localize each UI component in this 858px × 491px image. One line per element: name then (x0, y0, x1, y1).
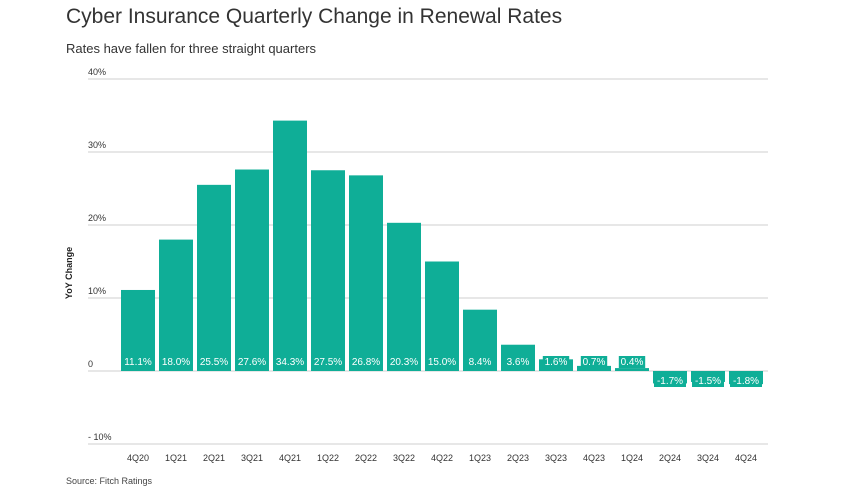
chart-title: Cyber Insurance Quarterly Change in Rene… (66, 5, 563, 28)
data-label: 0.4% (621, 357, 644, 368)
data-label: 18.0% (162, 357, 190, 368)
bar (501, 344, 535, 371)
data-label: 20.3% (390, 357, 418, 368)
data-labels: 11.1% 18.0% 25.5% 27.6% 34.3% 27.5% 26.8% 20.3%… (124, 356, 762, 387)
bar (197, 184, 231, 371)
y-tick-label: 0 (88, 359, 93, 369)
data-label-background (692, 375, 724, 387)
bar (121, 289, 155, 371)
data-label: 26.8% (352, 357, 380, 368)
bar (273, 120, 307, 371)
bar (159, 239, 193, 371)
data-label: -1.5% (695, 376, 721, 387)
data-label: 15.0% (428, 357, 456, 368)
data-label: 8.4% (469, 357, 492, 368)
x-tick-label: 1Q21 (165, 453, 187, 463)
x-tick-label: 3Q24 (697, 453, 719, 463)
bar (615, 368, 649, 371)
x-tick-label: 3Q21 (241, 453, 263, 463)
x-axis-ticks: 4Q20 1Q21 2Q21 3Q21 4Q21 1Q22 2Q22 3Q22 4Q22 1Q23… (127, 453, 757, 463)
data-label: 27.5% (314, 357, 342, 368)
y-axis-label: YoY Change (64, 247, 74, 299)
data-label: 25.5% (200, 357, 228, 368)
x-tick-label: 3Q22 (393, 453, 415, 463)
data-label: 1.6% (545, 357, 568, 368)
bars (121, 120, 763, 385)
y-tick-label: - 10% (88, 432, 112, 442)
data-label: 27.6% (238, 357, 266, 368)
x-tick-label: 2Q21 (203, 453, 225, 463)
y-tick-label: 30% (88, 140, 106, 150)
x-tick-label: 1Q24 (621, 453, 643, 463)
source-note: Source: Fitch Ratings (66, 476, 153, 486)
y-axis-ticks: 40% 30% 20% 10% 0 - 10% (88, 67, 112, 442)
x-tick-label: 1Q23 (469, 453, 491, 463)
bar (349, 175, 383, 371)
y-tick-label: 40% (88, 67, 106, 77)
data-label: -1.7% (657, 376, 683, 387)
data-label: 34.3% (276, 357, 304, 368)
data-label: -1.8% (733, 376, 759, 387)
bar (577, 365, 611, 371)
x-tick-label: 1Q22 (317, 453, 339, 463)
bar (311, 170, 345, 371)
x-tick-label: 2Q22 (355, 453, 377, 463)
bar (425, 261, 459, 371)
data-label-background (580, 356, 608, 368)
x-tick-label: 4Q22 (431, 453, 453, 463)
x-tick-label: 4Q23 (583, 453, 605, 463)
x-tick-label: 2Q24 (659, 453, 681, 463)
chart-subtitle: Rates have fallen for three straight qua… (66, 41, 317, 56)
data-label-background (730, 375, 762, 387)
bar (235, 169, 269, 371)
x-tick-label: 4Q24 (735, 453, 757, 463)
y-tick-label: 10% (88, 286, 106, 296)
y-tick-label: 20% (88, 213, 106, 223)
data-label-background (618, 356, 646, 368)
x-tick-label: 4Q20 (127, 453, 149, 463)
data-label-background (654, 375, 686, 387)
x-tick-label: 4Q21 (279, 453, 301, 463)
data-label-background (542, 356, 570, 368)
data-label: 11.1% (124, 357, 152, 368)
x-tick-label: 3Q23 (545, 453, 567, 463)
x-tick-label: 2Q23 (507, 453, 529, 463)
bar (387, 222, 421, 371)
data-label: 0.7% (583, 357, 606, 368)
data-label: 3.6% (507, 357, 530, 368)
bar (463, 309, 497, 371)
